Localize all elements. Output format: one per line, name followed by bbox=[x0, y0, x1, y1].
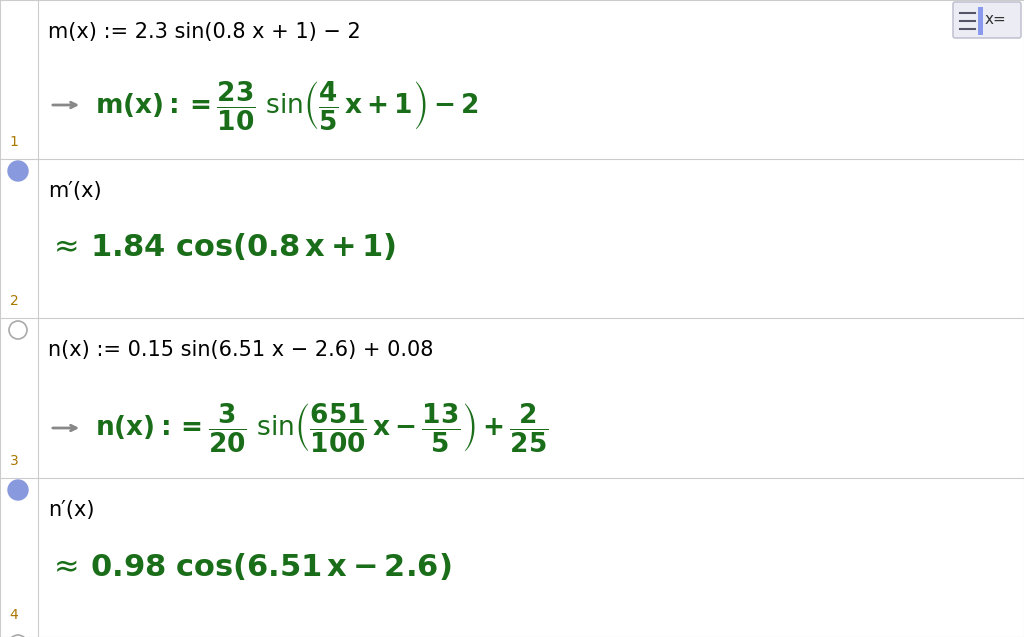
Text: $\approx\, \mathbf{0.98\ cos(6.51\,x-2.6)}$: $\approx\, \mathbf{0.98\ cos(6.51\,x-2.6… bbox=[48, 550, 452, 582]
Text: n(x) := 0.15 sin(6.51 x − 2.6) + 0.08: n(x) := 0.15 sin(6.51 x − 2.6) + 0.08 bbox=[48, 340, 433, 360]
Text: n′(x): n′(x) bbox=[48, 500, 94, 520]
Text: m′(x): m′(x) bbox=[48, 181, 101, 201]
Text: $\mathbf{n(x) := \dfrac{3}{20}\ \sin\!\left(\dfrac{651}{100}\,x-\dfrac{13}{5}\ri: $\mathbf{n(x) := \dfrac{3}{20}\ \sin\!\l… bbox=[95, 401, 549, 455]
Circle shape bbox=[8, 161, 28, 181]
Circle shape bbox=[9, 635, 27, 637]
Text: $\mathbf{m(x) := \dfrac{23}{10}\ \sin\!\left(\dfrac{4}{5}\,x+1\right)-2}$: $\mathbf{m(x) := \dfrac{23}{10}\ \sin\!\… bbox=[95, 78, 478, 131]
Text: x=: x= bbox=[985, 13, 1007, 27]
Text: 3: 3 bbox=[9, 454, 18, 468]
Text: 2: 2 bbox=[9, 294, 18, 308]
Circle shape bbox=[9, 321, 27, 339]
Circle shape bbox=[8, 480, 28, 500]
Text: $\approx\, \mathbf{1.84\ cos(0.8\,x+1)}$: $\approx\, \mathbf{1.84\ cos(0.8\,x+1)}$ bbox=[48, 231, 396, 262]
Bar bbox=[978, 7, 983, 35]
FancyBboxPatch shape bbox=[953, 2, 1021, 38]
Text: m(x) := 2.3 sin(0.8 x + 1) − 2: m(x) := 2.3 sin(0.8 x + 1) − 2 bbox=[48, 22, 360, 42]
Text: 4: 4 bbox=[9, 608, 18, 622]
Text: 1: 1 bbox=[9, 135, 18, 149]
